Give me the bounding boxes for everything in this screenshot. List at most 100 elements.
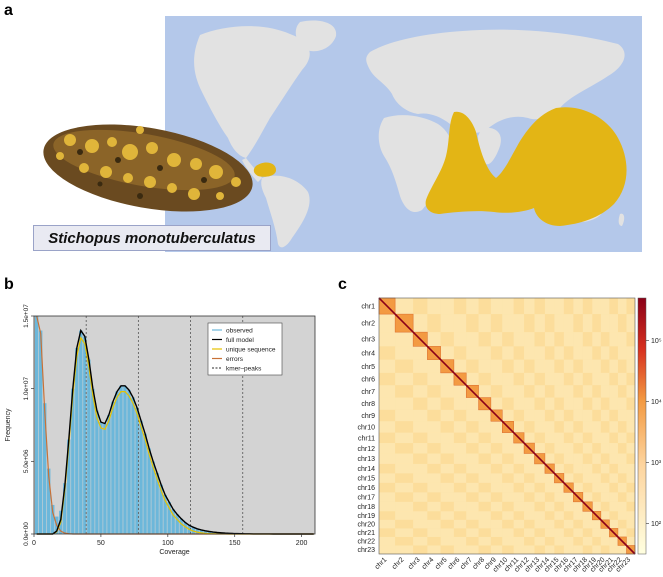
interchrom-block [395, 519, 414, 529]
interchrom-block [466, 409, 479, 422]
interchrom-block [554, 421, 564, 433]
interchrom-block [554, 453, 564, 464]
interchrom-block [626, 432, 635, 444]
interchrom-block [502, 528, 514, 537]
histogram-bar [199, 529, 203, 534]
x-tick-label: 150 [229, 540, 241, 547]
chromosome-block-outline [600, 519, 610, 529]
interchrom-block [513, 492, 525, 502]
landmass-eurasia [366, 29, 625, 133]
interchrom-block [413, 359, 428, 373]
interchrom-block [563, 314, 574, 333]
interchrom-block [617, 511, 627, 520]
interchrom-block [395, 421, 414, 433]
interchrom-block [617, 463, 627, 474]
interchrom-block [626, 473, 635, 483]
colorbar-tick-label: 10² [651, 521, 662, 528]
interchrom-block [524, 511, 535, 520]
species-distribution [253, 107, 627, 226]
interchrom-block [600, 409, 610, 422]
interchrom-block [440, 443, 454, 454]
interchrom-block [478, 314, 491, 333]
x-tick-label: 200 [296, 540, 308, 547]
chromosome-block-outline [440, 359, 455, 374]
interchrom-block [379, 492, 396, 502]
interchrom-block [573, 482, 583, 493]
interchrom-block [582, 463, 593, 474]
interchrom-block [524, 528, 535, 537]
interchrom-block [502, 346, 514, 360]
interchrom-block [600, 492, 610, 502]
interchrom-block [395, 473, 414, 483]
interchrom-block [379, 453, 396, 464]
y-chromosome-label: chr19 [357, 513, 375, 520]
interchrom-block [573, 298, 583, 315]
interchrom-block [534, 314, 545, 333]
interchrom-block [440, 528, 454, 537]
histogram-bar [34, 316, 39, 534]
interchrom-block [626, 359, 635, 373]
interchrom-block [490, 397, 503, 410]
interchrom-block [413, 482, 428, 493]
interchrom-block [453, 536, 467, 546]
interchrom-block [554, 372, 564, 386]
legend-entry: unique sequence [226, 346, 276, 353]
legend-entry: full model [226, 337, 254, 344]
interchrom-block [582, 443, 593, 454]
interchrom-block [617, 314, 627, 333]
interchrom-block [440, 545, 454, 554]
interchrom-block [440, 536, 454, 546]
interchrom-block [544, 432, 555, 444]
interchrom-block [490, 501, 503, 512]
interchrom-block [379, 397, 396, 410]
interchrom-block [592, 314, 601, 333]
y-chromosome-label: chr21 [357, 530, 375, 537]
chromosome-block-outline [478, 397, 492, 411]
interchrom-block [617, 421, 627, 433]
interchrom-block [617, 385, 627, 398]
interchrom-block [395, 409, 414, 422]
interchrom-block [513, 528, 525, 537]
interchrom-block [563, 519, 574, 529]
interchrom-block [440, 492, 454, 502]
interchrom-block [466, 314, 479, 333]
interchrom-block [544, 409, 555, 422]
interchrom-block [617, 397, 627, 410]
interchrom-block [563, 536, 574, 546]
interchrom-block [478, 298, 491, 315]
histogram-bar [167, 502, 171, 534]
interchrom-block [592, 519, 601, 529]
y-chromosome-label: chr7 [361, 389, 375, 396]
interchrom-block [592, 298, 601, 315]
interchrom-block [582, 492, 593, 502]
interchrom-block [626, 346, 635, 360]
interchrom-block [413, 409, 428, 422]
interchrom-block [544, 372, 555, 386]
interchrom-block [427, 298, 441, 315]
interchrom-block [600, 314, 610, 333]
interchrom-block [427, 482, 441, 493]
interchrom-block [563, 432, 574, 444]
interchrom-block [453, 511, 467, 520]
interchrom-block [563, 409, 574, 422]
interchrom-block [554, 432, 564, 444]
interchrom-block [573, 528, 583, 537]
interchrom-block [582, 519, 593, 529]
sea-cucumber-dark-spots [77, 149, 207, 199]
y-chromosome-label: chr2 [361, 321, 375, 328]
y-chromosome-label: chr14 [357, 466, 375, 473]
interchrom-block [427, 409, 441, 422]
interchrom-block [592, 473, 601, 483]
interchrom-block [440, 482, 454, 493]
interchrom-block [582, 511, 593, 520]
y-chromosome-label: chr15 [357, 476, 375, 483]
interchrom-block [379, 473, 396, 483]
interchrom-block [379, 432, 396, 444]
interchrom-block [626, 453, 635, 464]
interchrom-block [600, 372, 610, 386]
interchrom-block [427, 332, 441, 347]
interchrom-block [395, 463, 414, 474]
interchrom-block [573, 519, 583, 529]
distribution-map-panel [43, 16, 642, 252]
interchrom-block [413, 346, 428, 360]
